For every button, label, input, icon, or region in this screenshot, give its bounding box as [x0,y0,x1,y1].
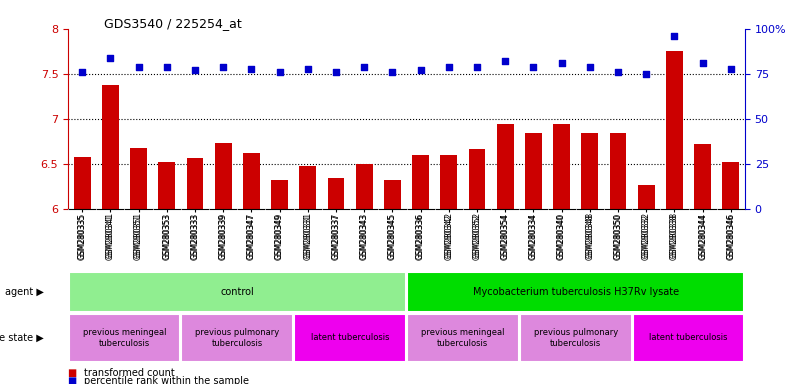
Bar [182,314,293,362]
Text: GSM280347: GSM280347 [247,212,256,258]
Text: GSM280343: GSM280343 [360,212,368,258]
Bar [384,179,400,209]
Point [612,69,625,75]
Text: GSM280349: GSM280349 [275,212,284,258]
Point [640,71,653,77]
Point [160,64,173,70]
Bar [610,134,626,209]
Point [724,65,737,71]
Text: GSM280346: GSM280346 [727,212,735,258]
Point [471,64,484,70]
Bar [666,51,683,209]
Point [583,64,596,70]
Bar [243,153,260,209]
Bar [74,157,91,209]
Bar [497,124,513,209]
Point [188,67,201,73]
Point [555,60,568,66]
Point [358,64,371,70]
Point [301,65,314,71]
Point [499,58,512,65]
Point [217,64,230,70]
Text: GSM280350: GSM280350 [614,212,622,258]
Point [386,69,399,75]
Point [132,64,145,70]
Bar [271,179,288,209]
Text: GSM280339: GSM280339 [219,212,227,258]
Bar [407,271,744,312]
Point [668,33,681,39]
Bar [187,158,203,209]
Bar [469,149,485,209]
Point [527,64,540,70]
Text: ■: ■ [68,376,80,384]
Bar [520,314,631,362]
Bar [407,314,519,362]
Text: percentile rank within the sample: percentile rank within the sample [84,376,249,384]
Bar [69,271,406,312]
Text: GSM280342: GSM280342 [445,212,453,258]
Text: GSM280336: GSM280336 [416,212,425,258]
Text: GSM280338: GSM280338 [670,212,679,258]
Text: transformed count: transformed count [84,368,175,378]
Bar [69,314,180,362]
Text: GSM280345: GSM280345 [388,212,397,258]
Text: disease state ▶: disease state ▶ [0,333,44,343]
Text: GSM280340: GSM280340 [557,212,566,258]
Text: GSM280344: GSM280344 [698,212,707,258]
Bar [328,178,344,209]
Bar [723,162,739,209]
Bar [441,155,457,209]
Bar [638,185,654,209]
Bar [159,162,175,209]
Text: Mycobacterium tuberculosis H37Rv lysate: Mycobacterium tuberculosis H37Rv lysate [473,287,678,297]
Point [245,65,258,71]
Point [696,60,709,66]
Text: control: control [220,287,254,297]
Point [442,64,455,70]
Text: GSM280335: GSM280335 [78,212,87,258]
Bar [582,132,598,209]
Text: previous pulmonary
tuberculosis: previous pulmonary tuberculosis [533,328,618,348]
Text: GSM280351: GSM280351 [134,212,143,258]
Text: agent ▶: agent ▶ [5,287,44,297]
Point [104,55,117,61]
Text: GSM280352: GSM280352 [473,212,481,258]
Text: latent tuberculosis: latent tuberculosis [650,333,728,343]
Text: previous meningeal
tuberculosis: previous meningeal tuberculosis [83,328,167,348]
Text: GSM280341: GSM280341 [106,212,115,258]
Bar [525,134,541,209]
Point [273,69,286,75]
Text: latent tuberculosis: latent tuberculosis [311,333,389,343]
Text: previous pulmonary
tuberculosis: previous pulmonary tuberculosis [195,328,280,348]
Bar [694,144,711,209]
Text: GSM280337: GSM280337 [332,212,340,258]
Bar [102,85,119,209]
Bar [633,314,744,362]
Bar [130,148,147,209]
Bar [553,124,570,209]
Text: GSM280348: GSM280348 [586,212,594,258]
Text: GSM280333: GSM280333 [191,212,199,258]
Text: GSM280354: GSM280354 [501,212,509,258]
Text: GSM280353: GSM280353 [163,212,171,258]
Bar [215,143,231,209]
Text: GSM280331: GSM280331 [304,212,312,258]
Bar [356,164,372,209]
Point [76,69,89,75]
Bar [300,166,316,209]
Point [414,67,427,73]
Text: GDS3540 / 225254_at: GDS3540 / 225254_at [104,17,242,30]
Text: previous meningeal
tuberculosis: previous meningeal tuberculosis [421,328,505,348]
Point [329,69,342,75]
Text: ■: ■ [68,368,80,378]
Text: GSM280334: GSM280334 [529,212,538,258]
Bar [413,155,429,209]
Bar [294,314,406,362]
Text: GSM280332: GSM280332 [642,212,650,258]
